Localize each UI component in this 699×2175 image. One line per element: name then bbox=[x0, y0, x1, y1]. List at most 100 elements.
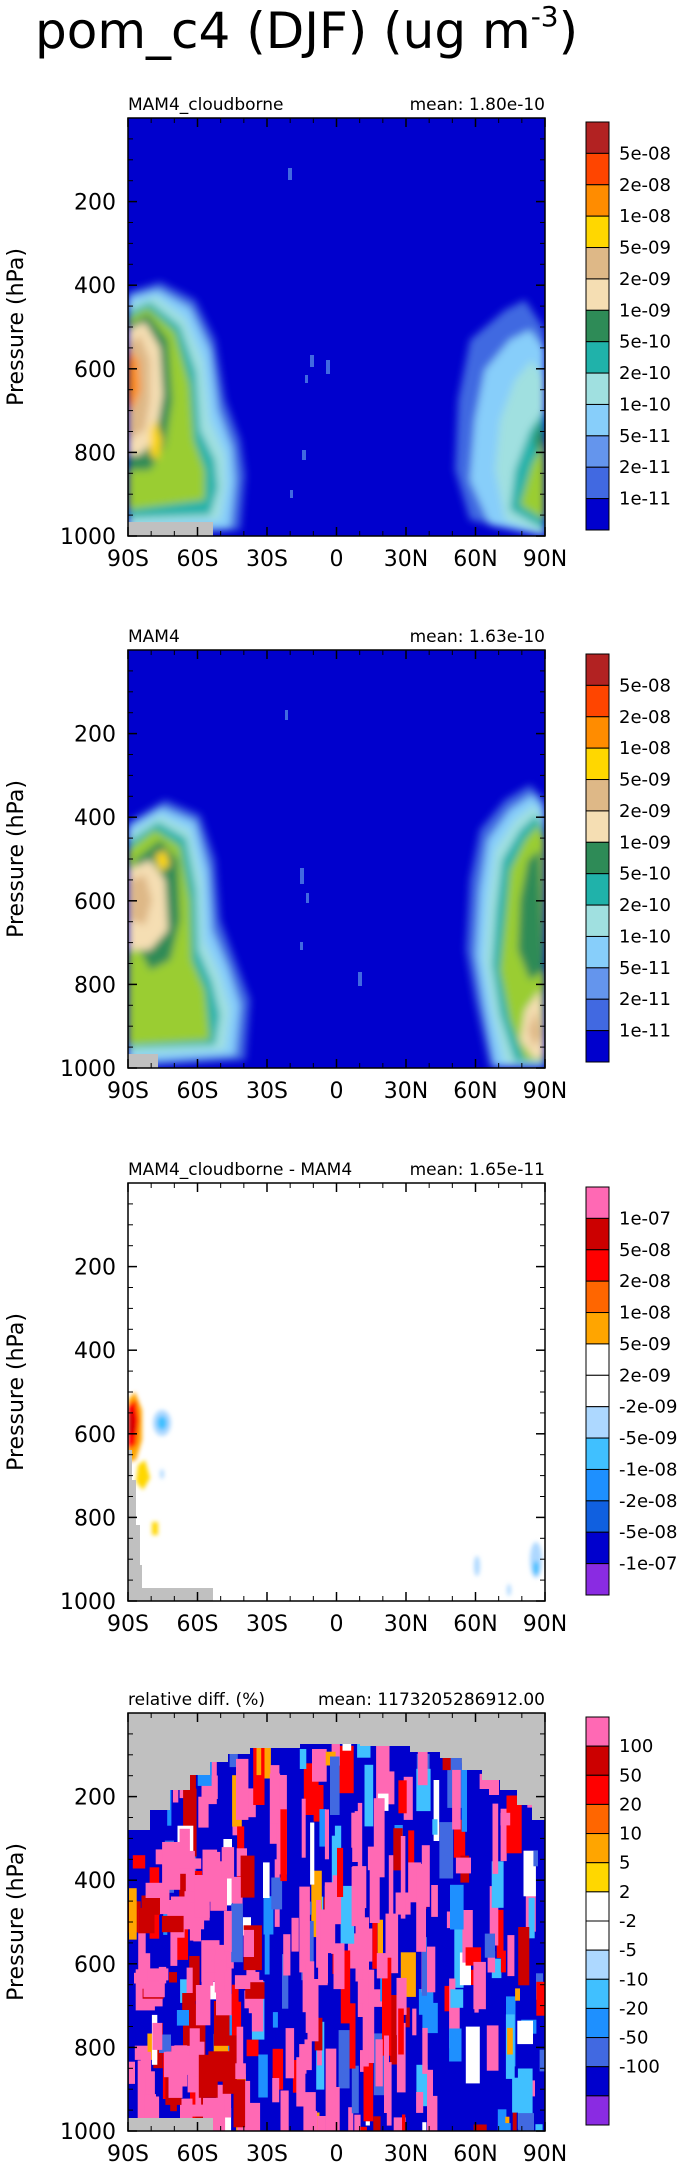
colorbar-label: 100 bbox=[619, 1736, 653, 1757]
colorbar-cell bbox=[585, 403, 610, 437]
pattern-cell bbox=[331, 1835, 337, 1888]
x-tick-label: 60S bbox=[177, 547, 219, 572]
x-tick-label: 90N bbox=[523, 1079, 567, 1104]
pattern-cell bbox=[467, 1969, 479, 1985]
colorbar-label: 1e-08 bbox=[619, 206, 671, 227]
colorbar-label: 2 bbox=[619, 1882, 630, 1903]
figure-title: pom_c4 (DJF) (ug m-3) bbox=[35, 0, 578, 60]
mean-label: mean: 1.63e-10 bbox=[410, 627, 545, 647]
pattern-cell bbox=[492, 1803, 499, 1874]
colorbar-cell bbox=[585, 1374, 610, 1408]
pattern-cell bbox=[223, 1910, 232, 1952]
y-tick-label: 400 bbox=[74, 274, 116, 299]
colorbar-cell bbox=[585, 2007, 610, 2039]
colorbar-cell bbox=[585, 341, 610, 374]
pattern-cell bbox=[241, 2102, 261, 2131]
x-tick-label: 90N bbox=[523, 547, 567, 572]
colorbar-label: 5e-10 bbox=[619, 864, 671, 885]
pattern-cell bbox=[523, 1850, 536, 1897]
pattern-cell bbox=[172, 1779, 179, 1803]
colorbar-label: -2 bbox=[619, 1911, 637, 1932]
colorbar-cell bbox=[585, 184, 610, 217]
pattern-cell bbox=[377, 1919, 383, 1959]
x-tick-label: 30S bbox=[246, 1612, 288, 1637]
colorbar-label: 2e-10 bbox=[619, 895, 671, 916]
pattern-cell bbox=[231, 1984, 239, 2056]
colorbar-label: 5e-09 bbox=[619, 770, 671, 791]
panel-4-field bbox=[128, 1713, 545, 2131]
pattern-cell bbox=[180, 1979, 192, 2003]
y-tick-label: 400 bbox=[74, 806, 116, 831]
colorbar-cell bbox=[585, 779, 610, 812]
pattern-cell bbox=[396, 2022, 406, 2093]
pattern-cell bbox=[214, 1954, 227, 1972]
x-tick-label: 60S bbox=[177, 1612, 219, 1637]
colorbar-label: -1e-07 bbox=[619, 1554, 677, 1575]
x-tick-label: 0 bbox=[330, 1612, 344, 1637]
colorbar-label: 2e-08 bbox=[619, 1271, 671, 1292]
pattern-cell bbox=[512, 2110, 517, 2131]
colorbar-label: 2e-09 bbox=[619, 1365, 671, 1386]
pattern-cell bbox=[203, 1851, 221, 1902]
pattern-cell bbox=[162, 1842, 181, 1890]
y-axis-label: Pressure (hPa) bbox=[4, 1843, 29, 2001]
colorbar-label: 1e-11 bbox=[619, 489, 671, 510]
pattern-cell bbox=[433, 1780, 440, 1841]
x-tick-label: 90S bbox=[107, 2142, 149, 2167]
colorbar-cell bbox=[585, 1891, 610, 1922]
pattern-cell bbox=[351, 2065, 359, 2114]
colorbar-cell bbox=[585, 967, 610, 1000]
pattern-cell bbox=[176, 2010, 189, 2026]
pattern-cell bbox=[296, 2057, 306, 2107]
pattern-cell bbox=[459, 1952, 471, 1986]
pattern-cell bbox=[338, 2030, 350, 2089]
pattern-cell bbox=[189, 1902, 201, 1941]
pattern-cell bbox=[403, 1776, 413, 1820]
pattern-cell bbox=[479, 1773, 490, 1789]
pattern-cell bbox=[507, 1935, 515, 1977]
colorbar-label: 1e-09 bbox=[619, 300, 671, 321]
colorbar-label: 2e-11 bbox=[619, 989, 671, 1010]
pattern-cell bbox=[282, 1954, 289, 2009]
pattern-cell bbox=[373, 2116, 381, 2131]
pattern-cell bbox=[138, 1909, 146, 1979]
pattern-cell bbox=[368, 1969, 375, 2063]
pattern-cell bbox=[497, 2109, 507, 2131]
pattern-cell bbox=[347, 1933, 360, 1969]
pattern-cell bbox=[486, 2025, 499, 2071]
pattern-cell bbox=[258, 2054, 268, 2098]
pattern-cell bbox=[152, 2022, 163, 2050]
colorbar-label: 1e-08 bbox=[619, 738, 671, 759]
pattern-cell bbox=[384, 2035, 389, 2113]
pattern-cell bbox=[432, 1819, 438, 1835]
colorbar-label: -5e-08 bbox=[619, 1522, 677, 1543]
y-tick-label: 800 bbox=[74, 2036, 116, 2061]
y-tick-label: 200 bbox=[74, 1786, 116, 1811]
colorbar-cell bbox=[585, 372, 610, 405]
pattern-cell bbox=[204, 1949, 216, 1973]
pattern-cell bbox=[291, 1917, 299, 1952]
colorbar-cell bbox=[585, 1500, 610, 1533]
pattern-cell bbox=[132, 1855, 146, 1869]
pattern-cell bbox=[507, 2027, 513, 2055]
colorbar-label: -20 bbox=[619, 1998, 648, 2019]
pattern-cell bbox=[195, 1985, 211, 2026]
x-tick-label: 30S bbox=[246, 2142, 288, 2167]
pattern-cell bbox=[355, 2126, 367, 2131]
pattern-cell bbox=[231, 1876, 241, 1903]
pattern-cell bbox=[128, 2061, 135, 2084]
pattern-cell bbox=[303, 2092, 316, 2131]
colorbar-label: -5e-09 bbox=[619, 1428, 677, 1449]
y-tick-label: 600 bbox=[74, 1423, 116, 1448]
colorbar-cell bbox=[585, 1920, 610, 1951]
pattern-cell bbox=[272, 2012, 278, 2028]
colorbar-cell bbox=[585, 1531, 610, 1565]
pattern-cell bbox=[222, 2055, 234, 2094]
y-tick-label: 800 bbox=[74, 1506, 116, 1531]
panel-3-field bbox=[128, 1183, 545, 1601]
pattern-cell bbox=[506, 1795, 522, 1854]
x-tick-label: 30N bbox=[384, 2142, 428, 2167]
x-tick-label: 60N bbox=[453, 547, 497, 572]
colorbar-cell bbox=[585, 1437, 610, 1470]
